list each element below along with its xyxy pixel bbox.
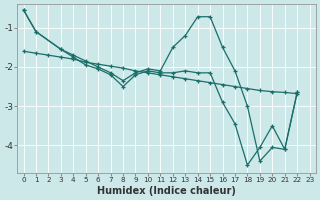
X-axis label: Humidex (Indice chaleur): Humidex (Indice chaleur): [97, 186, 236, 196]
